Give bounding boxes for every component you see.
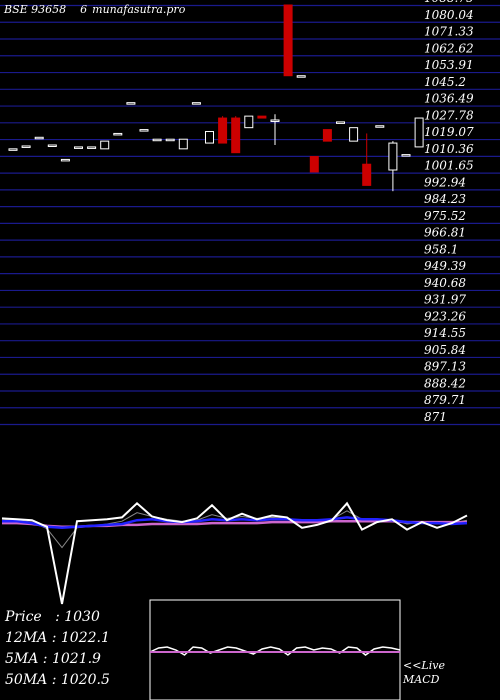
price-tick-label: 1036.49: [424, 92, 474, 106]
candle-body: [191, 102, 201, 105]
price-tick-label: 992.94: [424, 175, 466, 189]
candle-body: [74, 146, 83, 149]
price-tick-label: 914.55: [424, 326, 466, 340]
candle-body: [21, 145, 31, 148]
price-tick-label: 1045.2: [424, 75, 466, 89]
price-axis-labels: 1088.75 1080.04 1071.33 1062.62 1053.91 1045.…: [424, 0, 474, 424]
price-tick-label: 1071.33: [424, 25, 474, 39]
candle-body: [414, 117, 424, 148]
price-tick-label: 1010.36: [424, 142, 474, 156]
price-tick-label: 940.68: [424, 276, 466, 290]
ma12-value: 12MA : 1022.1: [5, 630, 110, 646]
candle-body: [322, 129, 332, 142]
price-tick-label: 879.71: [424, 393, 466, 407]
indicator-line-white: [1, 501, 468, 605]
candle-body: [8, 148, 18, 151]
candle-body: [401, 154, 411, 157]
candle-body: [60, 158, 70, 162]
price-tick-label: 958.1: [424, 242, 458, 256]
price-tick-label: 1001.65: [424, 159, 474, 173]
price-tick-label: 1080.04: [424, 8, 474, 22]
candle-body: [126, 102, 136, 105]
candle-body: [296, 75, 306, 78]
candle-body: [47, 144, 57, 147]
candle-body: [139, 129, 149, 132]
price-tick-label: 1062.62: [424, 41, 474, 55]
price-tick-label: 888.42: [424, 376, 466, 390]
price-stats: Price : 1030 12MA : 1022.1 5MA : 1021.9 …: [5, 607, 110, 691]
ma50-value: 50MA : 1020.5: [5, 672, 110, 688]
candle-body: [270, 119, 280, 122]
candle-body: [205, 131, 214, 144]
price-tick-label: 1088.75: [424, 0, 474, 5]
macd-line: [149, 646, 401, 656]
symbol-label: BSE 93658: [3, 3, 66, 16]
price-tick-label: 949.39: [424, 259, 466, 273]
chart-title: BSE 93658 6 munafasutra.pro: [3, 3, 186, 16]
candle-body: [34, 136, 44, 140]
ma5-value: 5MA : 1021.9: [5, 651, 101, 667]
candle-body: [309, 156, 319, 173]
candle-body: [244, 115, 254, 129]
price-tick-label: 923.26: [424, 309, 466, 323]
candle-body: [375, 125, 385, 128]
price-tick-label: 975.52: [424, 209, 466, 223]
macd-title-label: MACD: [403, 673, 440, 686]
candle-body: [100, 140, 110, 150]
candle-body: [349, 127, 359, 142]
candlesticks: [8, 4, 424, 192]
price-tick-label: 1027.78: [424, 108, 474, 122]
candle-body: [257, 115, 267, 119]
macd-label: <<Live MACD: [403, 659, 445, 687]
candle-body: [152, 138, 162, 142]
price-tick-label: 897.13: [424, 360, 466, 374]
indicator-panel: [1, 501, 468, 605]
price-tick-label: 984.23: [424, 192, 466, 206]
candle-body: [113, 132, 123, 136]
candle-body: [165, 138, 175, 142]
candle-body: [178, 138, 188, 150]
price-gridlines: [0, 4, 500, 426]
site-label: munafasutra.pro: [92, 3, 186, 16]
price-tick-label: 1019.07: [424, 125, 474, 139]
price-value: Price : 1030: [5, 609, 100, 625]
candle-body: [231, 117, 241, 154]
price-tick-label: 966.81: [424, 226, 466, 240]
price-tick-label: 1053.91: [424, 58, 474, 72]
macd-panel: [149, 646, 401, 656]
candle-body: [283, 4, 293, 77]
price-tick-label: 871: [424, 410, 447, 424]
candle-body: [388, 142, 398, 171]
candle-body: [87, 146, 97, 149]
candle-body: [218, 117, 228, 144]
price-tick-label: 931.97: [424, 293, 466, 307]
candle-body: [336, 121, 345, 124]
period-label: 6: [80, 3, 87, 16]
macd-live-label: <<Live: [403, 659, 445, 672]
macd-panel-frame: [149, 599, 401, 700]
candle-body: [362, 163, 372, 186]
price-tick-label: 905.84: [424, 343, 466, 357]
